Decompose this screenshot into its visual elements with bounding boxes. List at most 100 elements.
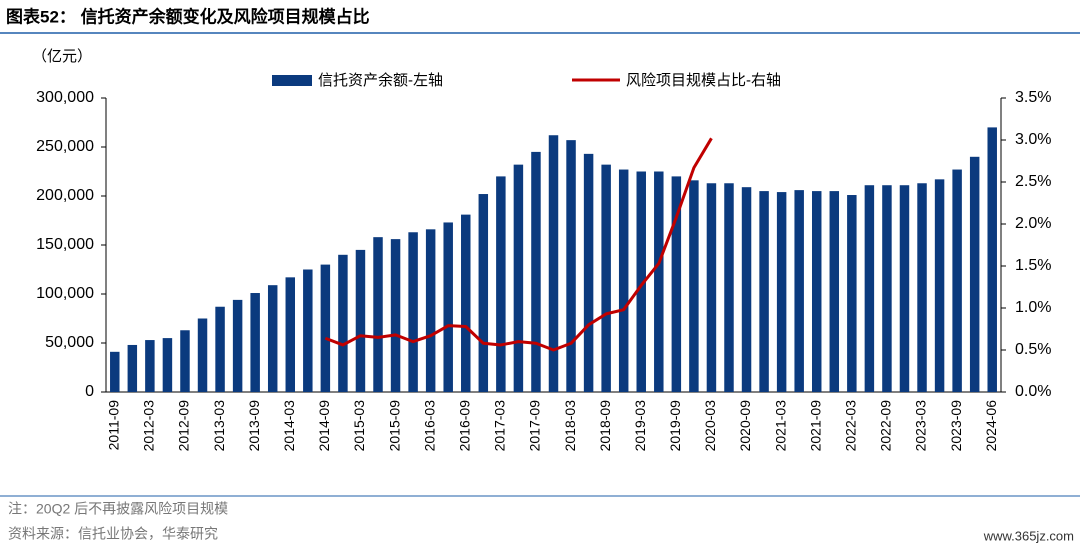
- x-tick-label: 2018-03: [562, 400, 578, 452]
- x-tick-label: 2015-09: [386, 400, 402, 452]
- bar: [847, 195, 857, 392]
- bar: [355, 249, 366, 392]
- bar: [267, 285, 278, 392]
- x-tick-label: 2019-03: [632, 400, 648, 452]
- bar: [689, 180, 699, 392]
- y-tick-label: 150,000: [36, 236, 94, 253]
- x-tick-label: 2013-09: [246, 400, 262, 452]
- y2-tick-label: 1.0%: [1015, 299, 1051, 316]
- y-tick-label: 300,000: [36, 89, 94, 106]
- bar: [478, 194, 489, 392]
- line: [324, 137, 713, 352]
- bar: [987, 127, 997, 393]
- bar: [127, 344, 138, 392]
- y2-tick-label: 0.5%: [1015, 341, 1051, 358]
- bar: [724, 183, 734, 392]
- bar: [496, 176, 506, 392]
- x-tick-label: 2022-09: [878, 400, 894, 452]
- bar: [566, 140, 576, 392]
- bar: [443, 222, 453, 392]
- legend-label: 风险项目规模占比-右轴: [626, 72, 781, 89]
- bar: [776, 192, 787, 392]
- bar: [618, 169, 629, 392]
- x-tick-label: 2016-09: [456, 400, 472, 452]
- bar: [759, 191, 769, 392]
- y-tick-label: 100,000: [36, 285, 94, 302]
- y2-tick-label: 3.0%: [1015, 131, 1051, 148]
- bar: [232, 299, 243, 392]
- bar: [917, 183, 927, 392]
- bar: [706, 183, 717, 392]
- bar: [794, 190, 804, 392]
- x-tick-label: 2022-03: [843, 400, 859, 452]
- x-tick-label: 2024-06: [983, 400, 999, 452]
- x-tick-label: 2020-03: [702, 400, 718, 452]
- y-tick-label: 250,000: [36, 138, 94, 155]
- y-tick-label: 200,000: [36, 187, 94, 204]
- watermark: www.365jz.com: [983, 528, 1074, 543]
- x-tick-label: 2023-03: [913, 400, 929, 452]
- bar: [373, 237, 383, 392]
- y2-tick-label: 3.5%: [1015, 89, 1051, 106]
- bar: [969, 156, 980, 392]
- bar: [583, 153, 594, 392]
- bar: [145, 340, 155, 392]
- x-tick-label: 2014-03: [281, 400, 297, 452]
- x-tick-label: 2017-09: [527, 400, 543, 452]
- x-tick-label: 2012-09: [176, 400, 192, 452]
- x-tick-label: 2021-09: [807, 400, 823, 452]
- bar: [654, 171, 664, 392]
- bar: [303, 269, 313, 392]
- x-tick-label: 2012-03: [141, 400, 157, 452]
- x-tick-label: 2019-09: [667, 400, 683, 452]
- x-tick-label: 2021-03: [772, 400, 788, 452]
- legend-label: 信托资产余额-左轴: [318, 71, 443, 89]
- y-unit: （亿元）: [32, 48, 92, 65]
- bar: [408, 232, 418, 392]
- bar: [425, 229, 436, 392]
- x-tick-label: 2013-03: [211, 400, 227, 452]
- x-tick-label: 2020-09: [737, 400, 753, 452]
- y2-tick-label: 0.0%: [1015, 383, 1051, 400]
- chart-title: 图表52： 信托资产余额变化及风险项目规模占比: [6, 6, 370, 26]
- bar: [197, 318, 208, 392]
- bar: [110, 351, 120, 392]
- y2-tick-label: 1.5%: [1015, 257, 1051, 274]
- bar: [390, 239, 401, 392]
- bar: [461, 214, 471, 392]
- note: 注：20Q2 后不再披露风险项目规模: [8, 501, 228, 517]
- bar: [601, 164, 611, 392]
- y-tick-label: 0: [85, 383, 94, 400]
- bar: [741, 187, 752, 392]
- source: 资料来源：信托业协会，华泰研究: [8, 526, 218, 542]
- x-tick-label: 2018-09: [597, 400, 613, 452]
- bar: [250, 293, 260, 392]
- y2-tick-label: 2.5%: [1015, 173, 1051, 190]
- bar: [548, 135, 559, 393]
- x-tick-label: 2016-03: [421, 400, 437, 452]
- bar: [215, 306, 225, 392]
- x-tick-label: 2015-03: [351, 400, 367, 452]
- bar: [636, 171, 646, 392]
- x-tick-label: 2014-09: [316, 400, 332, 452]
- bar: [899, 185, 910, 392]
- bar: [952, 169, 962, 392]
- bar: [162, 338, 173, 392]
- bar: [285, 277, 296, 392]
- bar: [882, 185, 892, 392]
- bar: [934, 179, 945, 392]
- bar: [811, 191, 822, 392]
- bar: [829, 191, 840, 392]
- bar: [513, 164, 524, 392]
- bar: [671, 176, 682, 392]
- y2-tick-label: 2.0%: [1015, 215, 1051, 232]
- bar: [864, 185, 875, 392]
- x-tick-label: 2023-09: [948, 400, 964, 452]
- x-tick-label: 2011-09: [105, 400, 121, 451]
- x-tick-label: 2017-03: [492, 400, 508, 452]
- bar: [531, 151, 541, 392]
- y-tick-label: 50,000: [45, 334, 94, 351]
- bar: [180, 330, 190, 392]
- bar: [338, 254, 348, 392]
